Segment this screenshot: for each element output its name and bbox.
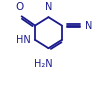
Text: H₂N: H₂N <box>34 59 53 69</box>
Text: HN: HN <box>16 35 31 45</box>
Text: N: N <box>45 2 52 12</box>
Text: O: O <box>16 2 24 12</box>
Text: N: N <box>85 21 92 31</box>
